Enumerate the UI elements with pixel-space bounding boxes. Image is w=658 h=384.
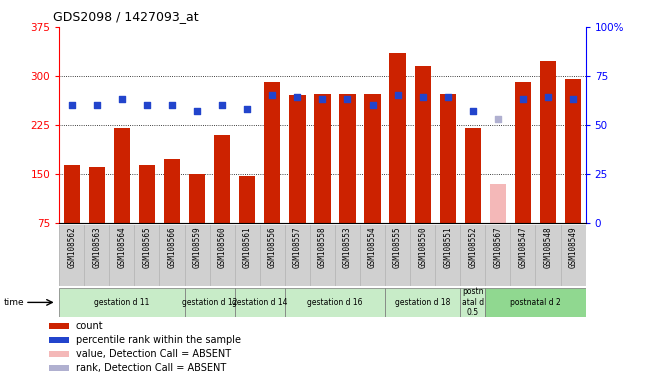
Text: postn
atal d
0.5: postn atal d 0.5 [462,288,484,317]
Text: gestation d 14: gestation d 14 [232,298,288,307]
Point [141,102,152,108]
Point [417,94,428,101]
Text: GSM108554: GSM108554 [368,227,377,268]
Bar [189,174,205,223]
Bar [49,365,69,371]
Text: time: time [3,298,24,307]
Point [267,92,278,98]
Text: percentile rank within the sample: percentile rank within the sample [76,335,241,345]
Text: GSM108547: GSM108547 [519,227,528,268]
Bar [285,288,385,317]
Text: GSM108563: GSM108563 [92,227,101,268]
Point [217,102,228,108]
Text: value, Detection Call = ABSENT: value, Detection Call = ABSENT [76,349,231,359]
Bar [49,323,69,329]
Text: GSM108562: GSM108562 [67,227,76,268]
Point [66,102,77,108]
Point [242,106,253,112]
Bar [89,167,105,223]
Bar [465,128,481,223]
Bar [239,176,255,223]
Point [442,94,453,101]
Bar [315,94,330,223]
Bar [340,94,355,223]
Bar [214,135,230,223]
Bar [490,184,506,223]
Text: GSM108551: GSM108551 [443,227,452,268]
Point [192,108,203,114]
Text: rank, Detection Call = ABSENT: rank, Detection Call = ABSENT [76,363,226,373]
Text: GDS2098 / 1427093_at: GDS2098 / 1427093_at [53,10,198,23]
Bar [461,288,486,317]
Point [518,96,528,103]
Bar [290,95,305,223]
Point [468,108,478,114]
Bar [164,159,180,223]
Text: GSM108564: GSM108564 [117,227,126,268]
Bar [415,66,431,223]
Text: GSM108555: GSM108555 [393,227,402,268]
Bar [365,94,381,223]
Text: GSM108556: GSM108556 [268,227,277,268]
Text: gestation d 18: gestation d 18 [395,298,450,307]
Point [568,96,578,103]
Text: GSM108548: GSM108548 [544,227,553,268]
Text: gestation d 11: gestation d 11 [94,298,149,307]
Point [367,102,378,108]
Text: gestation d 12: gestation d 12 [182,298,238,307]
Point [342,96,353,103]
Point [116,96,127,103]
Bar [184,288,235,317]
Text: GSM108565: GSM108565 [142,227,151,268]
Text: GSM108567: GSM108567 [494,227,503,268]
Bar [486,288,586,317]
Text: GSM108549: GSM108549 [569,227,578,268]
Point [543,94,553,101]
Text: GSM108559: GSM108559 [193,227,201,268]
Bar [440,94,456,223]
Bar [515,83,531,223]
Text: postnatal d 2: postnatal d 2 [510,298,561,307]
Bar [139,165,155,223]
Text: gestation d 16: gestation d 16 [307,298,363,307]
Point [493,116,503,122]
Bar [59,288,184,317]
Point [91,102,102,108]
Point [317,96,328,103]
Text: GSM108552: GSM108552 [468,227,477,268]
Bar [235,288,285,317]
Bar [540,61,556,223]
Bar [49,337,69,343]
Text: GSM108566: GSM108566 [168,227,176,268]
Text: GSM108558: GSM108558 [318,227,327,268]
Text: GSM108561: GSM108561 [243,227,252,268]
Bar [565,79,581,223]
Text: GSM108550: GSM108550 [418,227,427,268]
Text: GSM108553: GSM108553 [343,227,352,268]
Bar [114,128,130,223]
Text: count: count [76,321,103,331]
Point [166,102,177,108]
Text: GSM108560: GSM108560 [218,227,226,268]
Point [292,94,303,101]
Bar [49,351,69,357]
Text: GSM108557: GSM108557 [293,227,302,268]
Point [392,92,403,98]
Bar [390,53,406,223]
Bar [385,288,461,317]
Bar [264,83,280,223]
Bar [64,165,80,223]
